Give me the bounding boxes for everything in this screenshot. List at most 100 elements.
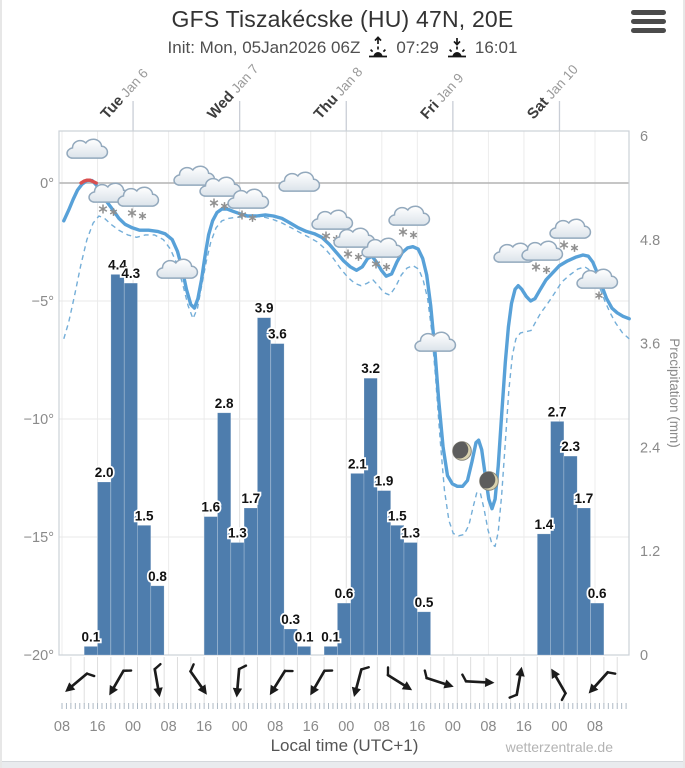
precip-bar — [217, 412, 232, 656]
day-label: Sat Jan 10 — [524, 61, 582, 123]
precip-bar — [377, 490, 391, 656]
x-axis-title: Local time (UTC+1) — [270, 736, 419, 755]
precip-value-label: 0.5 — [415, 595, 434, 610]
precip-bar — [83, 646, 98, 656]
sunrise-icon — [367, 36, 389, 60]
precip-axis-tick: 6 — [640, 129, 648, 145]
precip-value-label: 0.1 — [321, 629, 340, 644]
time-axis-tick: 08 — [267, 719, 283, 735]
sunrise-time: 07:29 — [396, 38, 439, 57]
temp-axis-tick: −5° — [32, 294, 54, 310]
precip-bar — [97, 481, 112, 656]
wind-arrow-icon — [461, 673, 495, 688]
temp-axis-tick: −15° — [24, 530, 54, 546]
cloud-icon — [278, 171, 321, 192]
precip-bar — [150, 585, 165, 656]
cloud-snow1-icon — [576, 268, 619, 300]
wind-arrow-icon — [153, 662, 163, 698]
page-title: GFS Tiszakécske (HU) 47N, 20E — [171, 6, 514, 32]
precip-value-label: 1.7 — [241, 491, 260, 506]
wind-arrow-icon — [310, 669, 334, 696]
precip-value-label: 2.3 — [561, 439, 580, 454]
moon-icon — [479, 471, 499, 491]
time-axis-tick: 00 — [551, 719, 567, 735]
wind-arrow-icon — [109, 669, 133, 696]
precip-value-label: 3.9 — [255, 301, 274, 316]
menu-bar — [631, 10, 666, 15]
menu-button[interactable] — [631, 10, 666, 37]
time-axis-tick: 00 — [232, 719, 248, 735]
precip-value-label: 1.4 — [535, 517, 554, 532]
precip-value-label: 1.7 — [575, 491, 594, 506]
time-axis-tick: 16 — [409, 719, 425, 735]
precip-axis-tick: 2.4 — [640, 440, 660, 456]
time-axis-tick: 08 — [54, 719, 70, 735]
dewpoint-line — [63, 215, 630, 548]
precip-value-label: 2.7 — [548, 404, 567, 419]
wind-arrow-icon — [189, 663, 207, 695]
precip-axis-title: Precipitation (mm) — [667, 338, 682, 448]
sunset-time: 16:01 — [474, 38, 518, 57]
init-label: Init: Mon, 05Jan2026 06Z — [167, 38, 361, 57]
precip-value-label: 2.8 — [215, 396, 234, 411]
menu-bar — [631, 28, 666, 33]
cloud-snow-icon — [227, 188, 270, 222]
wind-arrow-icon — [386, 666, 413, 691]
moon-icon — [452, 441, 472, 461]
precip-value-label: 1.5 — [388, 508, 407, 523]
precip-bar — [123, 282, 138, 656]
cloud-snow-icon — [117, 186, 160, 220]
precip-bar — [137, 524, 152, 656]
precip-value-label: 1.3 — [401, 526, 420, 541]
precip-bar — [416, 611, 431, 656]
temperature-line — [62, 178, 631, 511]
wind-arrow-icon — [65, 672, 96, 692]
precip-bar — [323, 646, 338, 656]
precip-value-label: 2.0 — [95, 465, 114, 480]
precip-bar — [337, 602, 351, 656]
temp-axis-tick: 0° — [40, 176, 54, 192]
precip-bar — [536, 533, 551, 656]
day-label: Wed Jan 7 — [204, 61, 262, 123]
precip-bar — [390, 524, 405, 656]
precip-value-label: 4.3 — [121, 266, 140, 281]
precip-value-label: 0.1 — [295, 629, 314, 644]
wind-arrow-icon — [351, 666, 370, 697]
precip-bar — [550, 421, 565, 656]
precip-bar — [270, 343, 285, 656]
precip-axis-tick: 1.2 — [640, 544, 660, 560]
temp-axis-tick: −20° — [24, 648, 54, 664]
precip-value-label: 1.5 — [135, 508, 154, 523]
precip-bar — [283, 628, 298, 656]
precip-bar — [563, 455, 578, 656]
wind-arrow-icon — [551, 668, 567, 702]
watermark: wetterzentrale.de — [505, 739, 613, 755]
init-line: Init: Mon, 05Jan2026 06Z 07:29 16:01 — [2, 36, 683, 60]
precip-value-label: 0.8 — [148, 569, 167, 584]
time-axis-tick: 08 — [587, 719, 603, 735]
precip-bar — [257, 317, 271, 656]
precip-value-label: 0.1 — [82, 629, 101, 644]
temp-axis-tick: −10° — [24, 412, 54, 428]
time-axis-tick: 16 — [516, 719, 532, 735]
precip-value-label: 2.1 — [348, 456, 367, 471]
wind-arrow-icon — [508, 666, 525, 699]
precip-value-label: 4.4 — [108, 257, 127, 272]
temperature-above-zero-segment — [79, 178, 98, 185]
precip-bar — [203, 516, 218, 656]
cloud-snow-icon — [549, 218, 592, 252]
wind-arrow-icon — [232, 664, 248, 698]
time-axis-tick: 16 — [89, 719, 105, 735]
time-axis-tick: 16 — [196, 719, 212, 735]
wind-arrow-icon — [588, 670, 617, 694]
time-axis-tick: 16 — [303, 719, 319, 735]
time-axis-tick: 00 — [445, 719, 461, 735]
precip-value-label: 1.9 — [375, 474, 394, 489]
precip-bar — [590, 602, 605, 656]
precip-value-label: 0.3 — [281, 612, 300, 627]
sunset-icon — [446, 36, 468, 60]
precip-bar — [297, 646, 311, 656]
precip-bar — [230, 542, 245, 656]
